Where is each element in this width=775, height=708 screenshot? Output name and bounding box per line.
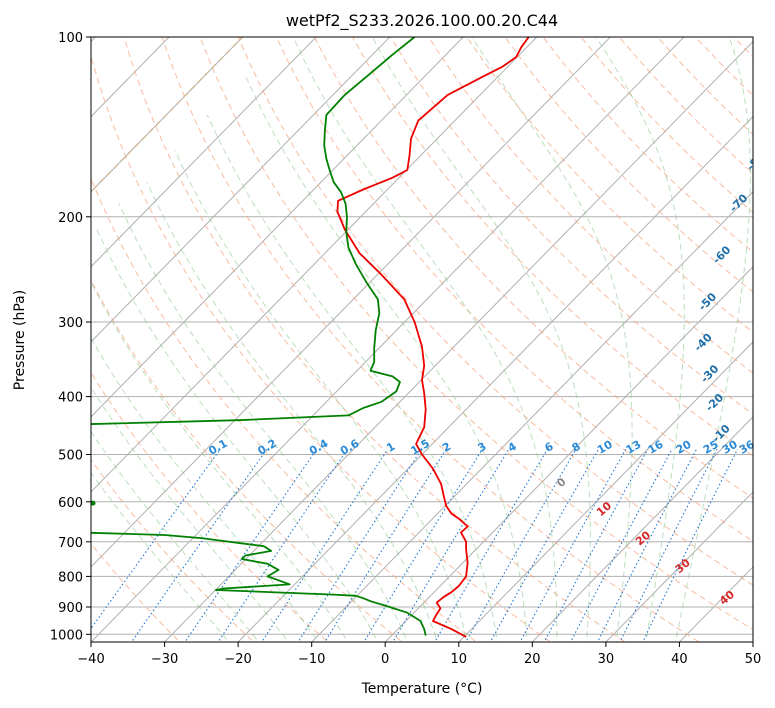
mixing-ratio-line bbox=[130, 448, 268, 642]
dry-adiabat bbox=[91, 371, 329, 642]
chart-title: wetPf2_S233.2026.100.00.20.C44 bbox=[286, 11, 558, 31]
y-tick-label: 300 bbox=[58, 316, 83, 331]
mixing-ratio-line bbox=[392, 449, 510, 642]
moist-adiabat bbox=[595, 37, 685, 642]
dry-adiabat bbox=[123, 37, 626, 642]
dry-adiabat bbox=[91, 54, 552, 642]
mixing-ratio-line bbox=[324, 448, 447, 642]
y-tick-label: 900 bbox=[58, 601, 83, 616]
y-tick-label: 1000 bbox=[50, 628, 83, 643]
mixing-ratio-line bbox=[465, 449, 577, 642]
moist-adiabat bbox=[206, 114, 498, 642]
dry-adiabats bbox=[91, 37, 753, 642]
skewed-isotherm-gridlines bbox=[91, 37, 753, 642]
dry-adiabat bbox=[237, 37, 753, 586]
moist-adiabat bbox=[174, 150, 468, 642]
mixing-ratio-line bbox=[642, 449, 739, 642]
moist-adiabat bbox=[292, 37, 558, 642]
y-tick-label: 700 bbox=[58, 536, 83, 551]
moist-adiabat bbox=[91, 386, 290, 642]
plot-frame bbox=[90, 36, 754, 643]
y-tick-label: 200 bbox=[58, 211, 83, 226]
dewpoint-marker bbox=[91, 500, 96, 506]
x-tick-label: 10 bbox=[451, 652, 468, 667]
mixing-ratio-line bbox=[261, 448, 389, 642]
y-tick-label: 600 bbox=[58, 496, 83, 511]
y-tick-label: 500 bbox=[58, 449, 83, 464]
moist-adiabat bbox=[371, 37, 591, 642]
mixing-ratio-line bbox=[297, 448, 422, 642]
y-axis-label: Pressure (hPa) bbox=[12, 290, 28, 390]
isotherm-line bbox=[163, 40, 753, 642]
x-axis-label: Temperature (°C) bbox=[361, 681, 483, 697]
y-tick-label: 100 bbox=[58, 31, 83, 46]
axes: −40 −30 −20 −10 0 10 20 30 40 50 100 200 300 400 500 60… bbox=[50, 31, 761, 667]
mixing-ratio-label: 36 bbox=[737, 438, 757, 457]
isotherm-line bbox=[91, 37, 612, 568]
isotherm-line bbox=[531, 416, 753, 642]
x-tick-label: 40 bbox=[671, 652, 688, 667]
isotherm-line bbox=[91, 37, 391, 343]
dry-adiabat bbox=[91, 177, 478, 642]
moist-adiabats bbox=[91, 37, 751, 642]
isotherm-line bbox=[91, 37, 464, 418]
moist-adiabat bbox=[91, 337, 319, 642]
dry-adiabat bbox=[428, 37, 753, 374]
x-tick-label: −10 bbox=[298, 652, 325, 667]
temperature-line bbox=[336, 37, 530, 638]
moist-adiabat bbox=[146, 181, 439, 642]
moist-adiabat bbox=[91, 430, 260, 642]
isotherm-line bbox=[384, 266, 753, 642]
isotherm-line bbox=[91, 37, 317, 268]
isotherm-line bbox=[605, 491, 753, 642]
x-tick-label: −30 bbox=[151, 652, 178, 667]
moist-adiabat bbox=[243, 73, 528, 642]
moist-adiabat bbox=[91, 281, 349, 642]
dry-adiabat bbox=[275, 37, 753, 542]
mixing-ratio-line bbox=[217, 448, 348, 642]
dry-adiabat bbox=[466, 37, 753, 333]
isotherm-line bbox=[458, 341, 753, 642]
sounding-profiles bbox=[91, 37, 530, 638]
mixing-ratio-line bbox=[363, 449, 483, 642]
y-tick-label: 400 bbox=[58, 391, 83, 406]
x-tick-label: −20 bbox=[224, 652, 251, 667]
isotherm-line bbox=[91, 37, 685, 642]
moist-adiabat bbox=[91, 471, 230, 642]
y-tick-label: 800 bbox=[58, 570, 83, 585]
dry-adiabat bbox=[199, 37, 753, 631]
mixing-ratio-line bbox=[434, 449, 548, 642]
dry-adiabat bbox=[161, 37, 700, 642]
moist-adiabat bbox=[674, 37, 751, 642]
x-tick-label: 50 bbox=[745, 652, 762, 667]
dry-adiabat bbox=[504, 37, 753, 293]
x-tick-label: 20 bbox=[524, 652, 541, 667]
moist-adiabat bbox=[96, 229, 379, 642]
mixing-ratio-lines bbox=[91, 448, 739, 642]
isotherm-line bbox=[311, 191, 753, 642]
dewpoint-line bbox=[91, 37, 427, 636]
moist-adiabat bbox=[471, 37, 633, 642]
dry-adiabat bbox=[91, 279, 404, 642]
isotherm-line bbox=[91, 37, 538, 493]
x-tick-label: 30 bbox=[598, 652, 615, 667]
dry-adiabat bbox=[352, 37, 753, 457]
dry-adiabat-label: -80 bbox=[744, 150, 767, 173]
x-tick-label: −40 bbox=[77, 652, 104, 667]
isotherm-line bbox=[237, 115, 753, 642]
x-tick-label: 0 bbox=[381, 652, 389, 667]
mixing-ratio-line bbox=[543, 449, 649, 642]
dry-adiabat bbox=[313, 37, 753, 499]
mixing-ratio-line bbox=[184, 448, 318, 642]
moist-adiabat bbox=[118, 203, 409, 642]
dry-adiabat bbox=[91, 458, 255, 642]
dry-adiabat bbox=[390, 37, 753, 415]
